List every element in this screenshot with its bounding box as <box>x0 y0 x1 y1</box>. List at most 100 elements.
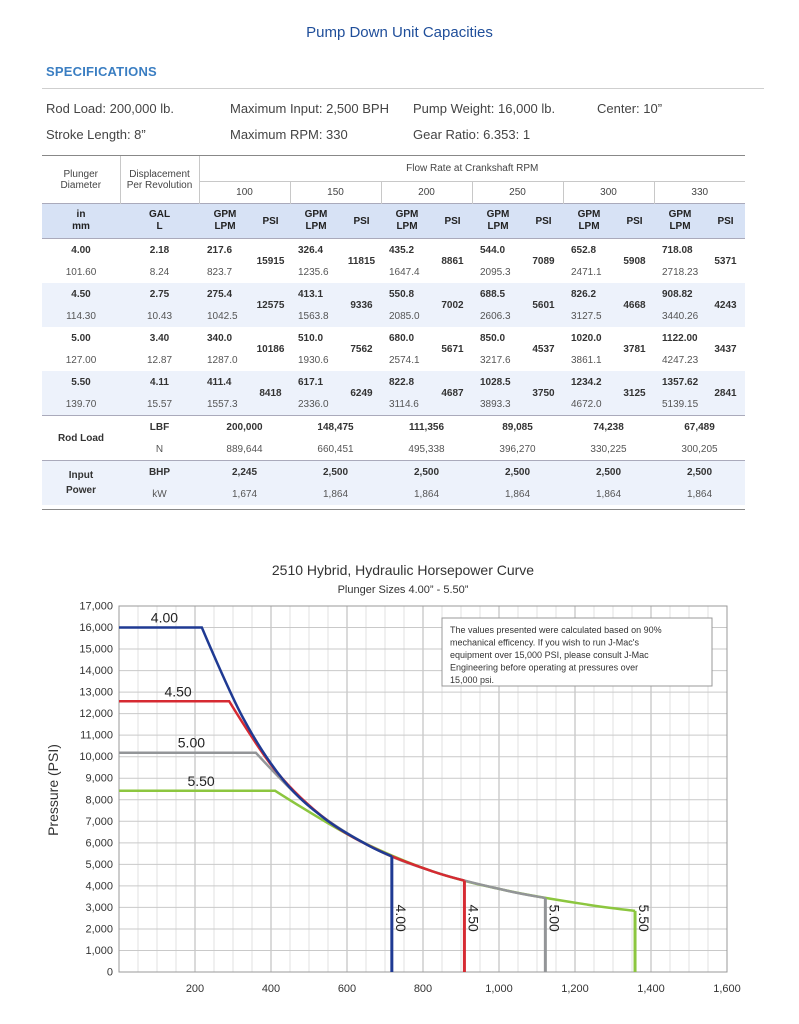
rod-load-unit: LBF <box>120 415 199 438</box>
unit-label: LPM <box>578 221 600 232</box>
flow-lpm: 2336.0 <box>290 393 342 416</box>
flow-gpm: 1122.00 <box>662 332 698 344</box>
flow-gpm: 1234.2 <box>563 371 615 393</box>
x-tick-label: 800 <box>414 983 432 995</box>
rod-load-n: 300,205 <box>681 443 718 455</box>
unit-label: LPM <box>396 221 418 232</box>
rod-load-unit: N <box>155 443 164 455</box>
note-text-line: equipment over 15,000 PSI, please consul… <box>450 650 649 660</box>
flow-lpm: 823.7 <box>207 266 233 278</box>
capacity-table: Plunger Diameter Displacement Per Revolu… <box>42 156 746 505</box>
drop-line-label: 4.00 <box>393 905 409 932</box>
note-text-line: 15,000 psi. <box>450 675 494 685</box>
input-power-bhp: 2,500 <box>563 460 654 483</box>
plunger-in: 5.00 <box>71 332 91 344</box>
flow-gpm: 617.1 <box>290 371 342 393</box>
unit-label: mm <box>72 221 90 232</box>
y-tick-label: 1,000 <box>85 945 113 957</box>
flow-lpm: 2606.3 <box>472 305 524 327</box>
header-rpm-250: 250 <box>472 181 564 204</box>
spec-max-input: Maximum Input: 2,500 BPH <box>230 101 389 116</box>
flow-lpm: 2718.23 <box>662 266 699 278</box>
header-displacement: Displacement Per Revolution <box>120 156 200 204</box>
input-power-row: Input Power BHP 2,245 2,500 2,500 2,500 2,500 2,… <box>42 460 746 505</box>
input-power-kw: 1,864 <box>563 483 654 505</box>
plunger-in: 5.50 <box>42 371 120 393</box>
y-tick-label: 16,000 <box>79 622 113 634</box>
flow-psi: 15915 <box>256 255 285 267</box>
series-label: 4.50 <box>164 683 191 699</box>
spec-center: Center: 10” <box>597 101 663 116</box>
y-tick-label: 4,000 <box>85 880 113 892</box>
table-row: 4.50 2.75 275.4 12575 413.1 9336 550.8 7002 688.… <box>42 283 746 327</box>
table-row: 139.70 15.57 1557.3 2336.0 3114.6 3893.3 4672.… <box>42 393 745 416</box>
y-tick-label: 8,000 <box>85 794 113 806</box>
plunger-mm: 127.00 <box>65 354 97 366</box>
flow-gpm: 550.8 <box>381 283 433 305</box>
flow-gpm: 908.82 <box>654 283 706 305</box>
flow-lpm: 3217.6 <box>480 354 511 366</box>
y-tick-label: 10,000 <box>79 751 113 763</box>
flow-gpm: 413.1 <box>290 283 342 305</box>
unit-label: GAL <box>148 209 171 220</box>
unit-label: LPM <box>669 221 691 232</box>
x-tick-label: 1,400 <box>637 983 665 995</box>
spec-gear-ratio: Gear Ratio: 6.353: 1 <box>413 127 531 142</box>
flow-psi: 5671 <box>441 343 464 355</box>
unit-psi: PSI <box>524 203 563 239</box>
flow-gpm: 822.8 <box>381 371 433 393</box>
flow-psi: 2841 <box>706 371 746 416</box>
flow-psi: 5908 <box>623 255 646 267</box>
flow-gpm: 326.4 <box>298 244 324 256</box>
series-label: 5.00 <box>178 735 205 751</box>
table-row: 5.00 3.40 340.0 10186 510.0 7562 680.0 5671 850.… <box>42 327 745 355</box>
flow-gpm: 544.0 <box>480 244 506 256</box>
unit-gpm-lpm: GPM LPM <box>654 203 706 239</box>
plunger-in: 4.50 <box>42 283 120 305</box>
y-tick-label: 0 <box>107 967 113 979</box>
unit-label: GPM <box>577 209 601 220</box>
input-power-label: Input Power <box>42 460 120 505</box>
flow-lpm: 3114.6 <box>381 393 433 416</box>
rod-load-lbf: 148,475 <box>290 415 381 438</box>
flow-lpm: 2574.1 <box>389 354 420 366</box>
flow-gpm: 1357.62 <box>654 371 706 393</box>
input-power-label-line: Input <box>68 470 94 481</box>
displacement-gal: 4.11 <box>120 371 199 393</box>
table-row: 4.00 2.18 217.6 15915 326.4 11815 435.2 8861 544… <box>42 239 745 267</box>
horsepower-chart: 2510 Hybrid, Hydraulic Horsepower Curve … <box>45 562 741 995</box>
unit-psi: PSI <box>433 203 472 239</box>
flow-psi: 8418 <box>251 371 290 416</box>
flow-gpm: 688.5 <box>472 283 524 305</box>
flow-lpm: 3861.1 <box>571 354 602 366</box>
unit-psi: PSI <box>251 203 290 239</box>
flow-psi: 7089 <box>532 255 555 267</box>
unit-label: LPM <box>487 221 509 232</box>
unit-label: L <box>156 221 163 232</box>
unit-gpm-lpm: GPM LPM <box>290 203 342 239</box>
flow-lpm: 1557.3 <box>199 393 251 416</box>
table-row: 5.50 4.11 411.4 8418 617.1 6249 822.8 4687 1028.… <box>42 371 746 416</box>
table-bottom-rule <box>42 509 745 510</box>
flow-gpm: 411.4 <box>199 371 251 393</box>
rod-load-label: Rod Load <box>42 415 120 461</box>
y-tick-label: 14,000 <box>79 665 113 677</box>
y-tick-label: 7,000 <box>85 816 113 828</box>
flow-gpm: 652.8 <box>571 244 597 256</box>
flow-lpm: 4247.23 <box>662 354 699 366</box>
note-text: The values presented were calculated bas… <box>450 625 662 685</box>
y-tick-label: 6,000 <box>85 837 113 849</box>
displacement-l: 15.57 <box>120 393 199 416</box>
drop-line-label: 5.00 <box>546 905 562 932</box>
rod-load-n: 660,451 <box>317 443 354 455</box>
flow-psi: 4243 <box>706 283 746 327</box>
x-tick-label: 600 <box>338 983 356 995</box>
unit-label: LPM <box>305 221 327 232</box>
unit-label: GPM <box>668 209 692 220</box>
x-tick-label: 1,000 <box>485 983 513 995</box>
flow-psi: 5371 <box>714 255 737 267</box>
displacement-l: 8.24 <box>149 266 170 278</box>
displacement-l: 10.43 <box>120 305 199 327</box>
flow-psi: 9336 <box>342 283 381 327</box>
header-rpm-200: 200 <box>381 181 473 204</box>
